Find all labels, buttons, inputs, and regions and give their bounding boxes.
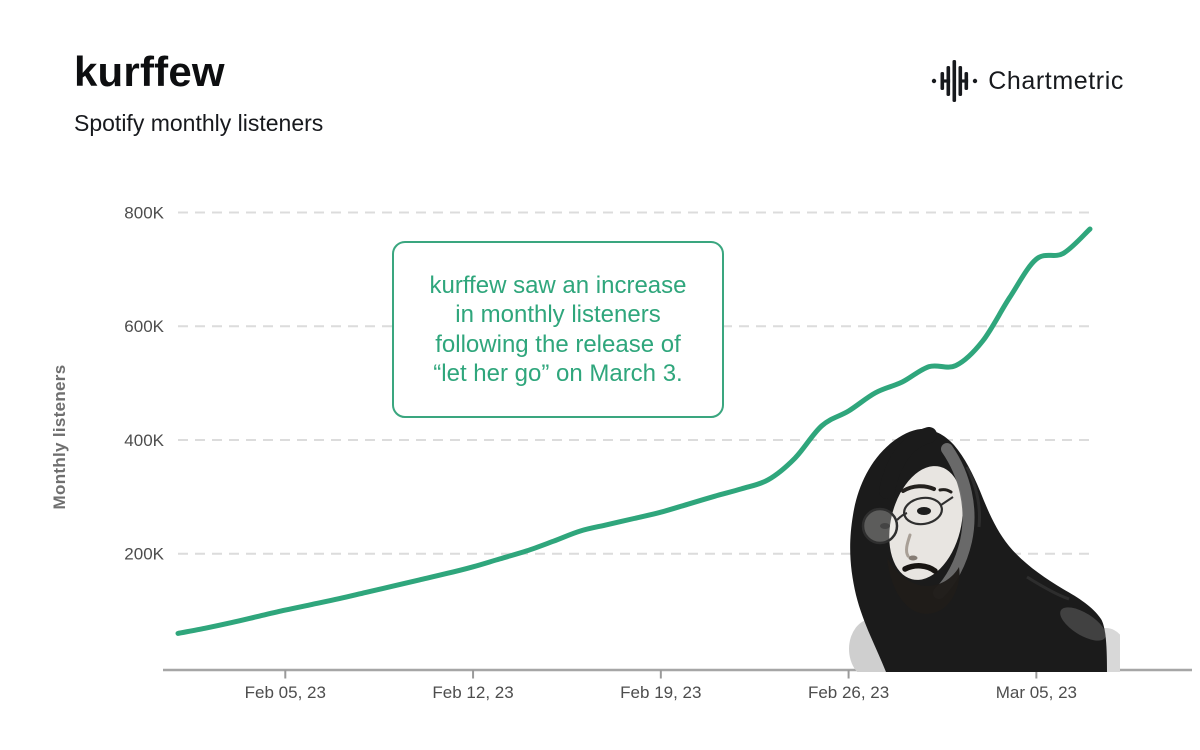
header: kurffew Spotify monthly listeners <box>74 48 323 137</box>
artist-photo <box>849 427 1120 672</box>
annotation-line: in monthly listeners <box>455 301 661 328</box>
y-tick-label: 800K <box>124 203 164 222</box>
x-tick-label: Feb 05, 23 <box>245 683 326 702</box>
y-tick-label: 400K <box>124 431 164 450</box>
beard <box>887 557 960 614</box>
x-tick-label: Mar 05, 23 <box>996 683 1077 702</box>
hood-fold <box>965 466 981 528</box>
chartmetric-logo-text: Chartmetric <box>988 66 1124 95</box>
hood-brim <box>879 427 937 499</box>
annotation-line: following the release of <box>435 330 681 358</box>
annotation-callout: kurffew saw an increase in monthly liste… <box>392 241 724 418</box>
chartmetric-logo: Chartmetric <box>931 58 1124 104</box>
eyebrow <box>901 484 936 493</box>
chartmetric-waveform-icon <box>932 60 978 102</box>
x-tick-label: Feb 12, 23 <box>432 683 513 702</box>
nostril <box>908 555 918 561</box>
artist-name: kurffew <box>74 48 225 95</box>
y-tick-label: 200K <box>124 545 164 564</box>
chart-subtitle: Spotify monthly listeners <box>74 110 324 136</box>
monthly-listeners-line <box>175 226 1093 636</box>
x-tick-label: Feb 19, 23 <box>620 683 701 702</box>
eye <box>880 523 890 529</box>
shoulder-highlight <box>1060 607 1106 641</box>
annotation-line: “let her go” on March 3. <box>433 360 683 387</box>
hood-fold <box>1026 575 1070 601</box>
eye <box>917 507 931 515</box>
nose <box>905 533 912 558</box>
annotation-line: kurffew saw an increase <box>429 271 687 299</box>
mustache <box>902 563 938 574</box>
eyebrow <box>938 488 953 494</box>
x-tick-label: Feb 26, 23 <box>808 683 889 702</box>
y-tick-label: 600K <box>124 317 164 336</box>
